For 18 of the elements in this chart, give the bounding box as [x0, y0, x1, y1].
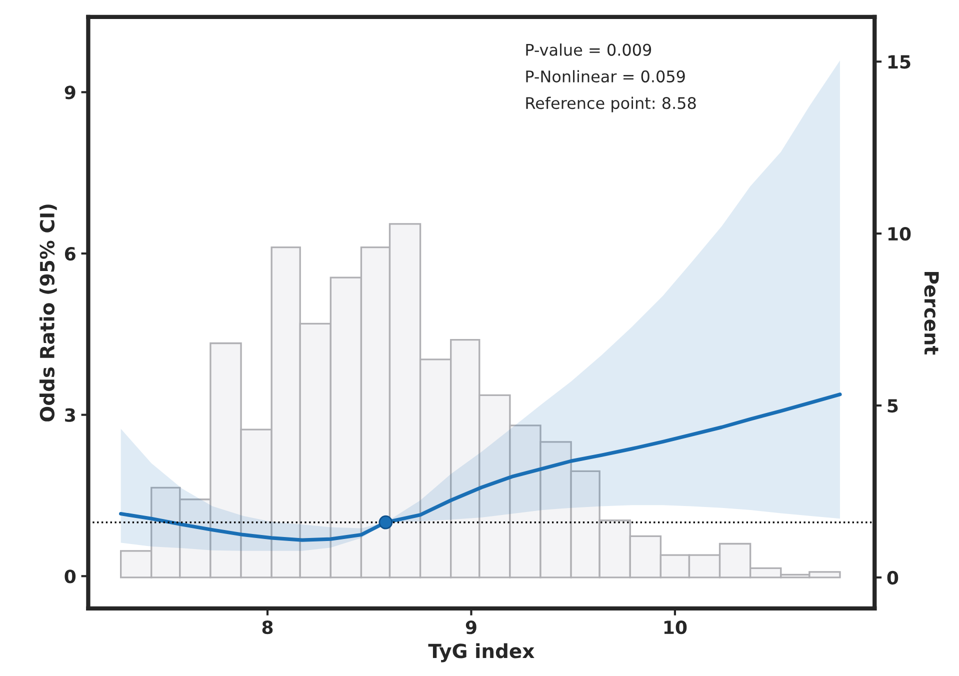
x-axis-title: TyG index — [428, 643, 534, 662]
y-axis-title: Odds Ratio (95% CI) — [39, 204, 57, 422]
y2-tick-label: 15 — [888, 55, 910, 69]
x-tick-label: 9 — [466, 620, 476, 634]
annotation: P-value = 0.009 — [526, 44, 652, 56]
x-tick-label: 8 — [262, 620, 273, 634]
y-tick-label: 3 — [65, 408, 75, 422]
y2-axis-title: Percent — [924, 272, 939, 355]
annotation: Reference point: 8.58 — [526, 96, 696, 112]
y2-tick-label: 5 — [888, 399, 898, 413]
y-tick-label: 9 — [64, 86, 76, 100]
y2-tick-label: 0 — [887, 570, 898, 585]
x-tick-label: 10 — [664, 620, 687, 634]
y2-tick-label: 10 — [888, 227, 911, 241]
y-tick-label: 6 — [64, 246, 76, 261]
y-tick-label: 0 — [64, 570, 76, 584]
annotation: P-Nonlinear = 0.059 — [526, 70, 685, 82]
line-series — [119, 392, 842, 542]
